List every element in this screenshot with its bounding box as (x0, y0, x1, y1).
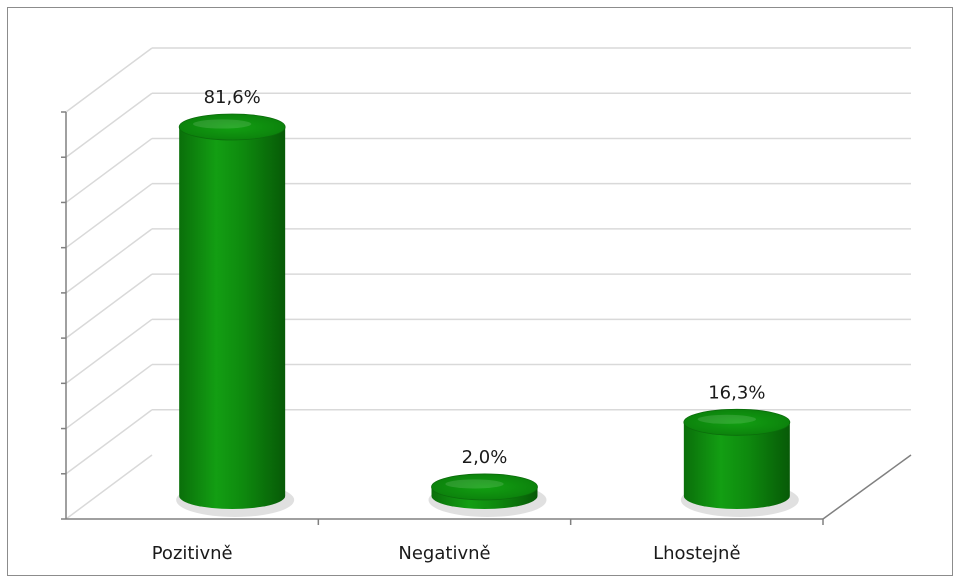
category-label: Lhostejně (653, 543, 740, 564)
gridline-side (65, 363, 153, 430)
labels: 81,6% Pozitivně 2,0% Negativně 16,3% Lhostejn… (152, 87, 766, 564)
bars (176, 113, 799, 517)
bar-body (683, 422, 790, 509)
category-label: Negativně (398, 543, 490, 564)
data-label: 81,6% (204, 87, 261, 108)
bar-body (179, 126, 286, 509)
gridline-side (65, 273, 153, 339)
bar-top (431, 473, 538, 501)
gridline-side (65, 409, 153, 475)
gridline-side (65, 454, 153, 520)
gridline-side (65, 228, 153, 294)
gridline-side (65, 318, 153, 384)
gridline-side (65, 47, 153, 113)
data-label: 2,0% (462, 447, 508, 468)
bar-3 (680, 408, 799, 517)
bar-2 (428, 473, 547, 517)
bar-highlight (445, 479, 504, 489)
gridline-side (65, 183, 153, 249)
gridline-side (65, 92, 153, 158)
category-label: Pozitivně (152, 543, 233, 564)
bar-top (178, 113, 286, 141)
data-label: 16,3% (708, 382, 765, 403)
floor-edge (822, 454, 912, 520)
gridline-side (65, 137, 153, 204)
bar-highlight (697, 414, 756, 424)
bar-top (683, 408, 791, 436)
bar-highlight (193, 119, 252, 129)
bar-1 (176, 113, 295, 517)
axes (61, 111, 912, 525)
